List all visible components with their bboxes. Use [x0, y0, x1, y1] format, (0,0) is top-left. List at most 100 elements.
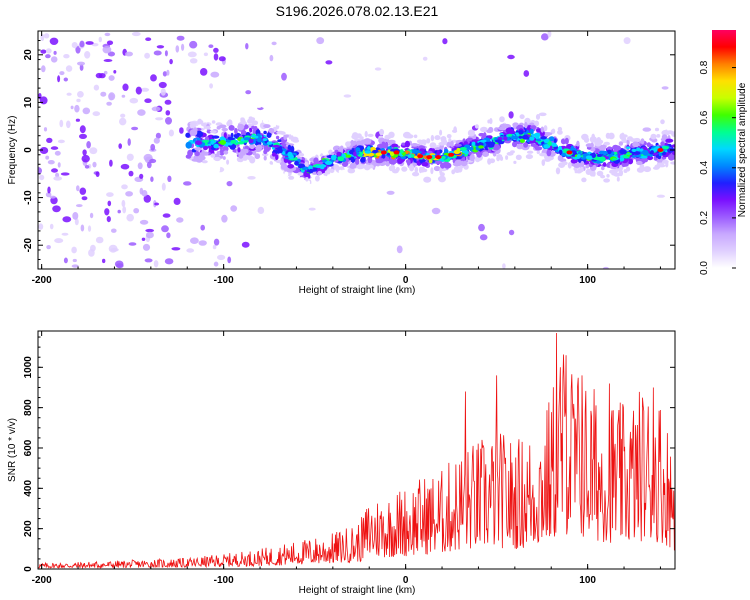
spectrogram-cell	[566, 150, 573, 155]
spectrogram-cell	[367, 146, 371, 150]
spectrogram-cell	[275, 159, 282, 164]
spectrogram-cell	[104, 32, 111, 37]
spectrogram-cell	[230, 114, 238, 120]
spectrogram-cell	[213, 47, 219, 53]
spectrogram-cell	[277, 148, 283, 154]
spectrogram-cell	[316, 37, 325, 45]
spectrogram-cell	[320, 166, 325, 170]
spectrogram-cell	[45, 48, 52, 54]
spectrogram-cell	[245, 90, 252, 95]
spectrogram-cell	[606, 149, 612, 155]
spectrogram-cell	[525, 154, 534, 160]
spectrogram-cell	[539, 152, 547, 157]
spectrogram-cell	[454, 143, 462, 147]
spectrogram-cell	[298, 163, 305, 168]
spectrogram-cell	[218, 56, 226, 62]
spectrogram-cell	[77, 61, 85, 66]
spectrogram-cell	[241, 106, 250, 110]
spectrogram-cell	[122, 83, 129, 91]
spectrogram-cell	[221, 214, 228, 223]
spectrogram-cell	[428, 158, 433, 164]
spectrogram-cell	[435, 155, 442, 160]
spectrogram-cell	[592, 170, 596, 177]
spectrogram-cell	[165, 110, 171, 116]
spectrogram-cell	[381, 141, 386, 148]
spectrogram-cell	[82, 107, 91, 115]
spectrogram-cell	[453, 166, 461, 173]
spectrogram-cell	[212, 164, 221, 171]
spectrogram-cell	[268, 117, 275, 122]
spectrogram-cell	[508, 229, 515, 236]
spectrogram-cell	[167, 175, 172, 182]
spectrogram-cell	[633, 137, 641, 143]
spectrogram-cell	[51, 168, 58, 173]
spectrogram-cell	[74, 218, 79, 226]
spectrogram-cell	[653, 166, 660, 170]
spectrogram-cell	[57, 139, 65, 144]
spectrogram-cell	[255, 104, 262, 108]
spectrogram-cell	[241, 241, 250, 248]
spectrogram-cell	[245, 43, 249, 50]
spectrogram-cell	[98, 36, 103, 43]
spectrogram-cell	[320, 145, 328, 150]
spectrogram-cell	[89, 147, 98, 155]
spectrogram-cell	[372, 149, 378, 154]
spectrogram-cell	[476, 151, 482, 158]
spectrogram-cell	[360, 157, 366, 163]
spectrogram-cell	[576, 140, 580, 147]
spectrogram-cell	[154, 202, 160, 206]
spectrogram-cell	[330, 154, 337, 160]
spectrogram-cell	[600, 174, 606, 179]
spectrogram-cell	[164, 50, 168, 57]
spectrogram-cell	[243, 148, 249, 154]
spectrogram-cell	[89, 212, 94, 219]
spectrogram-cell	[60, 172, 70, 176]
spectrogram-cell	[213, 53, 219, 61]
spectrogram-cell	[412, 171, 420, 177]
spectrogram-cell	[541, 33, 549, 41]
spectrogram-cell	[230, 93, 238, 98]
spectrogram-cell	[433, 165, 441, 172]
spectrogram-cell	[288, 175, 295, 180]
spectrogram-cell	[395, 167, 400, 172]
spectrogram-cell	[540, 136, 547, 140]
spectrogram-cell	[107, 51, 115, 57]
spectrogram-cell	[70, 105, 74, 110]
spectrogram-cell	[559, 158, 567, 162]
spectrogram-cell	[162, 213, 171, 218]
spectrogram-cell	[230, 174, 235, 180]
spectrogram-cell	[350, 162, 356, 167]
spectrogram-cell	[229, 162, 235, 168]
snr-series-line	[38, 333, 675, 569]
spectrogram-cell	[388, 165, 394, 172]
spectrogram-cell	[40, 33, 45, 42]
spectrogram-cell	[434, 135, 441, 141]
spectrogram-cell	[591, 153, 596, 159]
spectrogram-cell	[389, 151, 395, 156]
spectrogram-cell	[211, 120, 216, 124]
spectrogram-cell	[237, 141, 245, 145]
spectrogram-cell	[142, 243, 151, 251]
spectrogram-cell	[137, 109, 146, 116]
spectrogram-cell	[38, 93, 42, 100]
spectrogram-cell	[254, 153, 261, 160]
spectrogram-cell	[173, 197, 181, 205]
spectrogram-x-tick-label: -100	[214, 275, 234, 286]
spectrogram-cell	[189, 121, 198, 126]
spectrogram-cell	[538, 112, 547, 117]
spectrogram-cell	[202, 139, 209, 143]
snr-y-tick-label: 1000	[23, 356, 34, 379]
spectrogram-cell	[88, 249, 95, 257]
spectrogram-cell	[387, 146, 392, 150]
spectrogram-cell	[169, 58, 173, 65]
spectrogram-cell	[338, 169, 343, 174]
spectrogram-cell	[601, 166, 605, 171]
spectrogram-cell	[384, 134, 392, 140]
spectrogram-cell	[121, 199, 126, 208]
spectrogram-cell	[543, 138, 549, 143]
spectrogram-cell	[210, 153, 216, 158]
spectrogram-cell	[536, 150, 540, 155]
spectrogram-cell	[158, 81, 167, 89]
spectrogram-cell	[87, 225, 92, 232]
